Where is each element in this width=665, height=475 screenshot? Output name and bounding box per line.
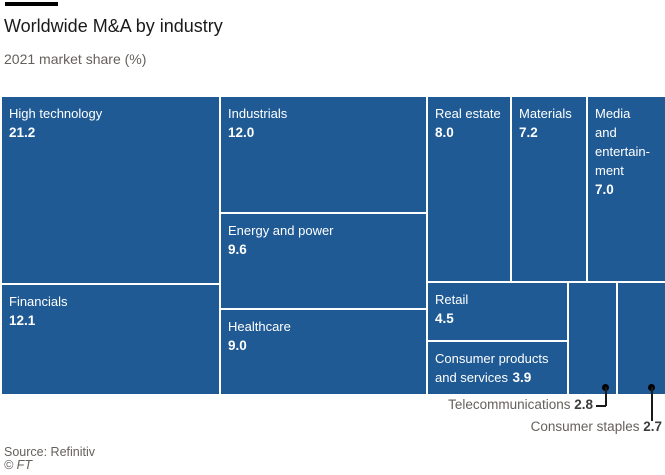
treemap-cell-real-estate: Real estate 8.0	[428, 97, 510, 281]
source-note: Source: Refinitiv	[4, 445, 96, 459]
cell-label: Consumer products and services	[435, 351, 549, 385]
telecom-callout-line-horizontal	[596, 405, 606, 407]
staples-annotation-value: 2.7	[643, 419, 662, 434]
cell-label: Real estate	[435, 106, 501, 121]
cell-value: 7.0	[595, 182, 614, 197]
cell-value: 3.9	[512, 370, 532, 385]
cell-value: 9.6	[228, 242, 247, 257]
treemap-cell-materials: Materials 7.2	[512, 97, 586, 281]
treemap-cell-energy-and-power: Energy and power 9.6	[221, 214, 426, 308]
staples-annotation-label: Consumer staples	[530, 419, 644, 434]
telecom-callout-line-vertical	[605, 387, 607, 406]
treemap-cell-consumer-staples	[618, 283, 665, 394]
staples-callout-line-vertical	[651, 387, 653, 421]
treemap-cell-healthcare: Healthcare 9.0	[221, 310, 426, 394]
telecom-annotation-label: Telecommunications	[448, 397, 575, 412]
cell-label: Healthcare	[228, 319, 291, 334]
cell-label: Retail	[435, 292, 469, 307]
cell-value: 7.2	[519, 125, 538, 140]
cell-value: 4.5	[435, 311, 454, 326]
treemap-cell-media-and-entertainment: Media and entertain- ment 7.0	[588, 97, 665, 281]
telecom-annotation-value: 2.8	[574, 397, 593, 412]
cell-label: Energy and power	[228, 223, 334, 238]
ft-top-bar	[5, 2, 58, 6]
cell-label: Media and entertain- ment	[595, 106, 650, 178]
cell-label: Industrials	[228, 106, 288, 121]
cell-label: Materials	[519, 106, 572, 121]
telecom-annotation: Telecommunications 2.8	[448, 398, 593, 412]
ft-credit: © FT	[4, 458, 32, 472]
treemap-cell-retail: Retail 4.5	[428, 283, 567, 340]
chart-subtitle: 2021 market share (%)	[4, 51, 147, 67]
cell-value: 8.0	[435, 125, 454, 140]
treemap-cell-telecommunications	[569, 283, 616, 394]
treemap: High technology 21.2 Financials 12.1 Ind…	[2, 97, 665, 394]
cell-value: 12.0	[228, 125, 255, 140]
cell-value: 21.2	[9, 125, 36, 140]
treemap-cell-consumer-products-and-services: Consumer products and services 3.9	[428, 342, 567, 394]
staples-annotation: Consumer staples 2.7	[531, 420, 662, 434]
cell-value: 12.1	[9, 313, 36, 328]
treemap-cell-financials: Financials 12.1	[2, 285, 219, 394]
chart-title: Worldwide M&A by industry	[4, 16, 223, 36]
treemap-cell-industrials: Industrials 12.0	[221, 97, 426, 212]
cell-label: High technology	[9, 106, 103, 121]
treemap-cell-high-technology: High technology 21.2	[2, 97, 219, 283]
cell-label: Financials	[9, 294, 68, 309]
cell-value: 9.0	[228, 338, 247, 353]
